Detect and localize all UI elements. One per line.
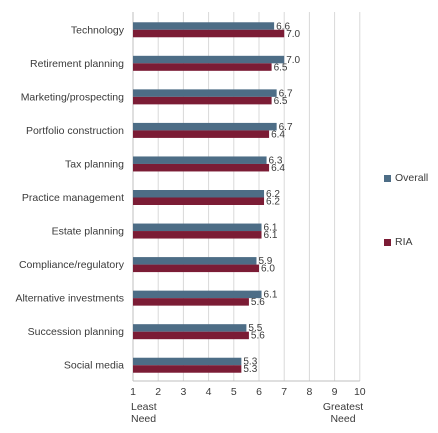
x-tick-label-6: 6 <box>256 386 262 398</box>
legend-item-ria: RIA <box>384 236 413 248</box>
data-label-overall: 5.9 <box>258 256 272 267</box>
bar-overall <box>133 22 275 30</box>
bar-ria <box>133 231 262 239</box>
data-label-ria: 6.2 <box>266 197 280 208</box>
bar-ria <box>133 163 270 172</box>
bar-overall <box>133 55 285 64</box>
category-label: Portfolio construction <box>26 125 124 137</box>
data-label-overall: 6.3 <box>269 155 283 166</box>
category-label: Practice management <box>22 192 124 204</box>
category-label: Technology <box>71 24 125 36</box>
data-label-overall: 6.2 <box>266 189 280 200</box>
data-label-ria: 6.4 <box>271 129 285 140</box>
x-tick-label-1: 1 <box>130 386 136 398</box>
x-tick-label-9: 9 <box>332 386 338 398</box>
bar-overall <box>133 290 262 299</box>
data-label-overall: 6.7 <box>279 122 293 133</box>
category-label: Retirement planning <box>30 58 124 70</box>
legend-swatch-overall <box>384 174 391 182</box>
bar-ria <box>133 29 285 38</box>
bar-overall <box>133 357 242 366</box>
data-label-ria: 6.5 <box>274 62 288 73</box>
x-tick-label-2: 2 <box>155 386 161 398</box>
x-anchor-low-label-0: Least <box>131 401 157 413</box>
category-label: Marketing/prospecting <box>21 91 124 103</box>
data-label-overall: 5.3 <box>243 357 257 368</box>
bar-ria <box>133 264 259 273</box>
x-anchor-high-label-1: Need <box>330 413 355 425</box>
x-tick-label-4: 4 <box>206 386 212 398</box>
category-label: Succession planning <box>28 326 124 338</box>
data-label-overall: 7.0 <box>286 55 300 66</box>
legend-label-overall: Overall <box>395 172 429 184</box>
legend-item-overall: Overall <box>384 172 428 184</box>
bar-overall <box>133 89 277 97</box>
data-label-ria: 7.0 <box>286 29 300 40</box>
data-label-ria: 6.4 <box>271 163 285 174</box>
x-tick-label-5: 5 <box>231 386 237 398</box>
x-tick-label-7: 7 <box>281 386 287 398</box>
legend-swatch-ria <box>384 238 391 246</box>
bar-overall <box>133 257 257 265</box>
category-label: Tax planning <box>65 158 124 170</box>
category-label: Alternative investments <box>15 293 124 305</box>
x-anchor-high-label-0: Greatest <box>323 401 363 413</box>
bar-overall <box>133 190 265 198</box>
bar-ria <box>133 96 272 105</box>
data-label-ria: 6.5 <box>274 96 288 107</box>
data-label-overall: 6.1 <box>264 290 278 301</box>
data-label-ria: 6.1 <box>264 230 278 241</box>
data-label-ria: 5.6 <box>251 331 265 342</box>
legend-label-ria: RIA <box>395 236 413 248</box>
bar-overall <box>133 223 262 232</box>
x-tick-label-8: 8 <box>306 386 312 398</box>
category-label: Compliance/regulatory <box>19 259 125 271</box>
data-label-overall: 6.6 <box>276 21 290 32</box>
bar-ria <box>133 197 265 205</box>
x-tick-label-10: 10 <box>354 386 366 398</box>
bar-overall <box>133 122 277 131</box>
x-anchor-low-label-1: Need <box>131 413 156 425</box>
data-label-ria: 6.0 <box>261 264 275 275</box>
data-label-ria: 5.6 <box>251 297 265 308</box>
bar-ria <box>133 331 249 340</box>
bar-overall <box>133 324 247 332</box>
bar-ria <box>133 130 270 138</box>
bar-ria <box>133 298 249 306</box>
bar-ria <box>133 63 272 71</box>
bar-ria <box>133 365 242 373</box>
bar-overall <box>133 156 267 164</box>
category-label: Social media <box>64 360 124 372</box>
category-label: Estate planning <box>52 226 125 238</box>
data-label-ria: 5.3 <box>243 364 257 375</box>
data-label-overall: 6.1 <box>264 223 278 234</box>
data-label-overall: 5.5 <box>248 323 262 334</box>
data-label-overall: 6.7 <box>279 88 293 99</box>
x-tick-label-3: 3 <box>180 386 186 398</box>
